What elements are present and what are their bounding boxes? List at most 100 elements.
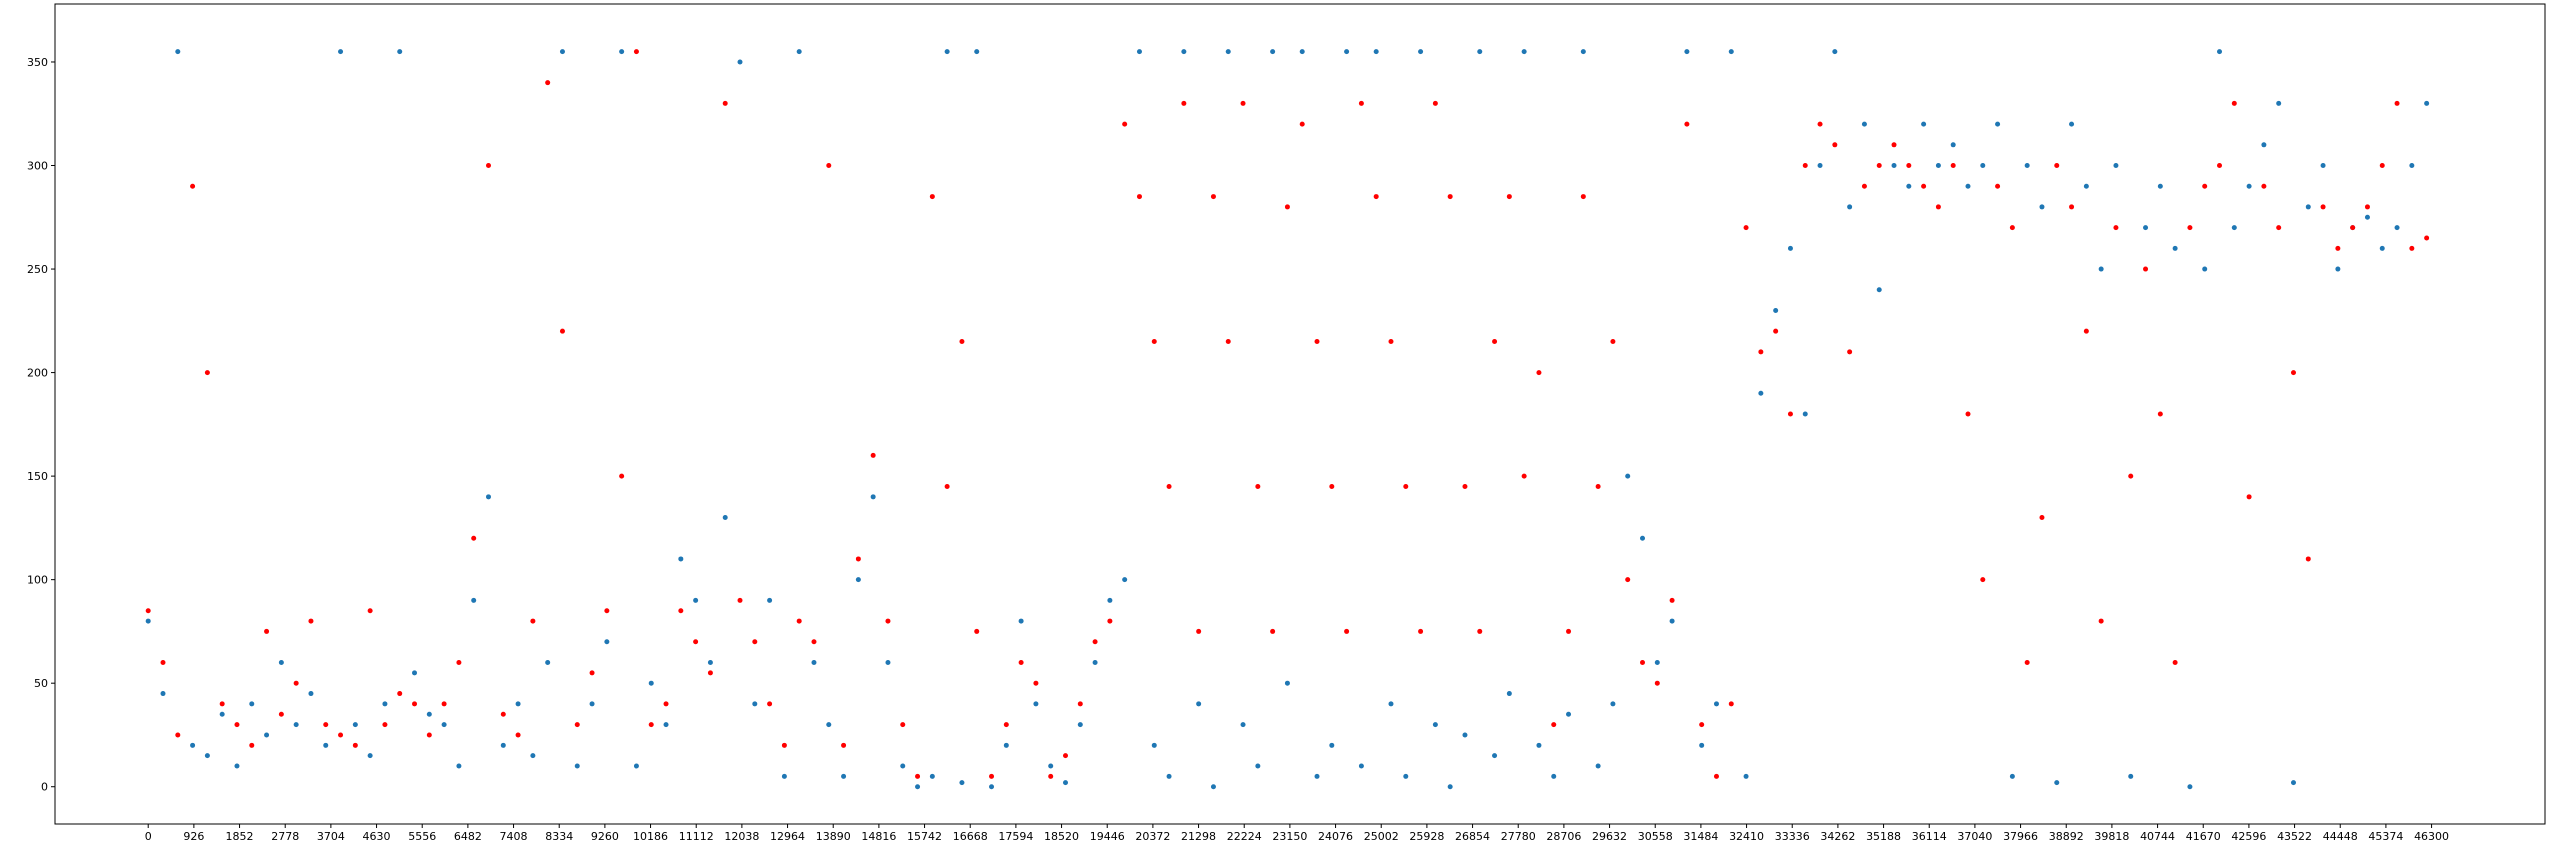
point — [737, 597, 743, 603]
point — [2024, 163, 2030, 169]
point — [204, 753, 210, 759]
point — [619, 473, 625, 479]
point — [1329, 483, 1335, 489]
point — [663, 722, 669, 728]
x-tick-label: 25002 — [1364, 830, 1399, 843]
point — [545, 80, 551, 86]
point — [471, 535, 477, 541]
point — [175, 732, 181, 738]
point — [1314, 773, 1320, 779]
point — [1980, 163, 1986, 169]
point — [2113, 225, 2119, 231]
x-tick-label: 16668 — [953, 830, 988, 843]
point — [190, 742, 196, 748]
point — [1196, 701, 1202, 707]
x-tick-label: 19446 — [1090, 830, 1125, 843]
point — [915, 773, 921, 779]
point — [338, 49, 344, 55]
point — [1891, 142, 1897, 148]
point — [2246, 494, 2252, 500]
point — [1092, 639, 1098, 645]
point — [1787, 411, 1793, 417]
point — [1876, 163, 1882, 169]
point — [1995, 121, 2001, 127]
point — [2187, 784, 2193, 790]
x-tick-label: 4630 — [363, 830, 391, 843]
point — [648, 722, 654, 728]
point — [2009, 225, 2015, 231]
point — [1477, 49, 1483, 55]
point — [1299, 121, 1305, 127]
point — [2246, 183, 2252, 189]
x-tick-label: 25928 — [1409, 830, 1444, 843]
point — [1906, 183, 1912, 189]
x-tick-label: 6482 — [454, 830, 482, 843]
point — [1817, 163, 1823, 169]
point — [1255, 483, 1261, 489]
y-tick-label: 350 — [27, 56, 48, 69]
point — [2409, 245, 2415, 251]
point — [678, 608, 684, 614]
point — [367, 608, 373, 614]
x-tick-label: 18520 — [1044, 830, 1079, 843]
point — [515, 701, 521, 707]
point — [1758, 349, 1764, 355]
point — [2261, 142, 2267, 148]
point — [485, 494, 491, 500]
x-tick-label: 12038 — [724, 830, 759, 843]
point — [1358, 763, 1364, 769]
point — [1965, 411, 1971, 417]
point — [589, 670, 595, 676]
point — [707, 659, 713, 665]
x-tick-label: 43522 — [2277, 830, 2312, 843]
point — [1787, 245, 1793, 251]
point — [249, 701, 255, 707]
point — [1358, 100, 1364, 106]
point — [2350, 225, 2356, 231]
point — [1566, 628, 1572, 634]
point — [811, 639, 817, 645]
y-tick-label: 200 — [27, 367, 48, 380]
point — [767, 701, 773, 707]
point — [1640, 659, 1646, 665]
point — [796, 49, 802, 55]
point — [1728, 49, 1734, 55]
point — [559, 49, 565, 55]
point — [1166, 773, 1172, 779]
point — [1521, 473, 1527, 479]
point — [2083, 183, 2089, 189]
point — [900, 763, 906, 769]
point — [1654, 680, 1660, 686]
point — [1817, 121, 1823, 127]
point — [160, 659, 166, 665]
x-tick-label: 37966 — [2003, 830, 2038, 843]
point — [1403, 773, 1409, 779]
point — [811, 659, 817, 665]
x-tick-label: 44448 — [2323, 830, 2358, 843]
point — [1935, 204, 1941, 210]
point — [1536, 370, 1542, 376]
point — [1270, 49, 1276, 55]
point — [1329, 742, 1335, 748]
point — [1773, 328, 1779, 334]
x-tick-label: 7408 — [500, 830, 528, 843]
x-tick-label: 46300 — [2414, 830, 2449, 843]
point — [264, 628, 270, 634]
x-tick-label: 0 — [145, 830, 152, 843]
point — [2069, 204, 2075, 210]
point — [989, 773, 995, 779]
point — [959, 780, 965, 786]
point — [278, 711, 284, 717]
point — [2276, 225, 2282, 231]
point — [841, 773, 847, 779]
point — [293, 722, 299, 728]
x-tick-label: 23150 — [1272, 830, 1307, 843]
point — [619, 49, 625, 55]
point — [2394, 100, 2400, 106]
x-tick-label: 13890 — [816, 830, 851, 843]
point — [1403, 483, 1409, 489]
point — [2143, 225, 2149, 231]
point — [1595, 763, 1601, 769]
point — [2261, 183, 2267, 189]
x-tick-label: 45374 — [2368, 830, 2403, 843]
